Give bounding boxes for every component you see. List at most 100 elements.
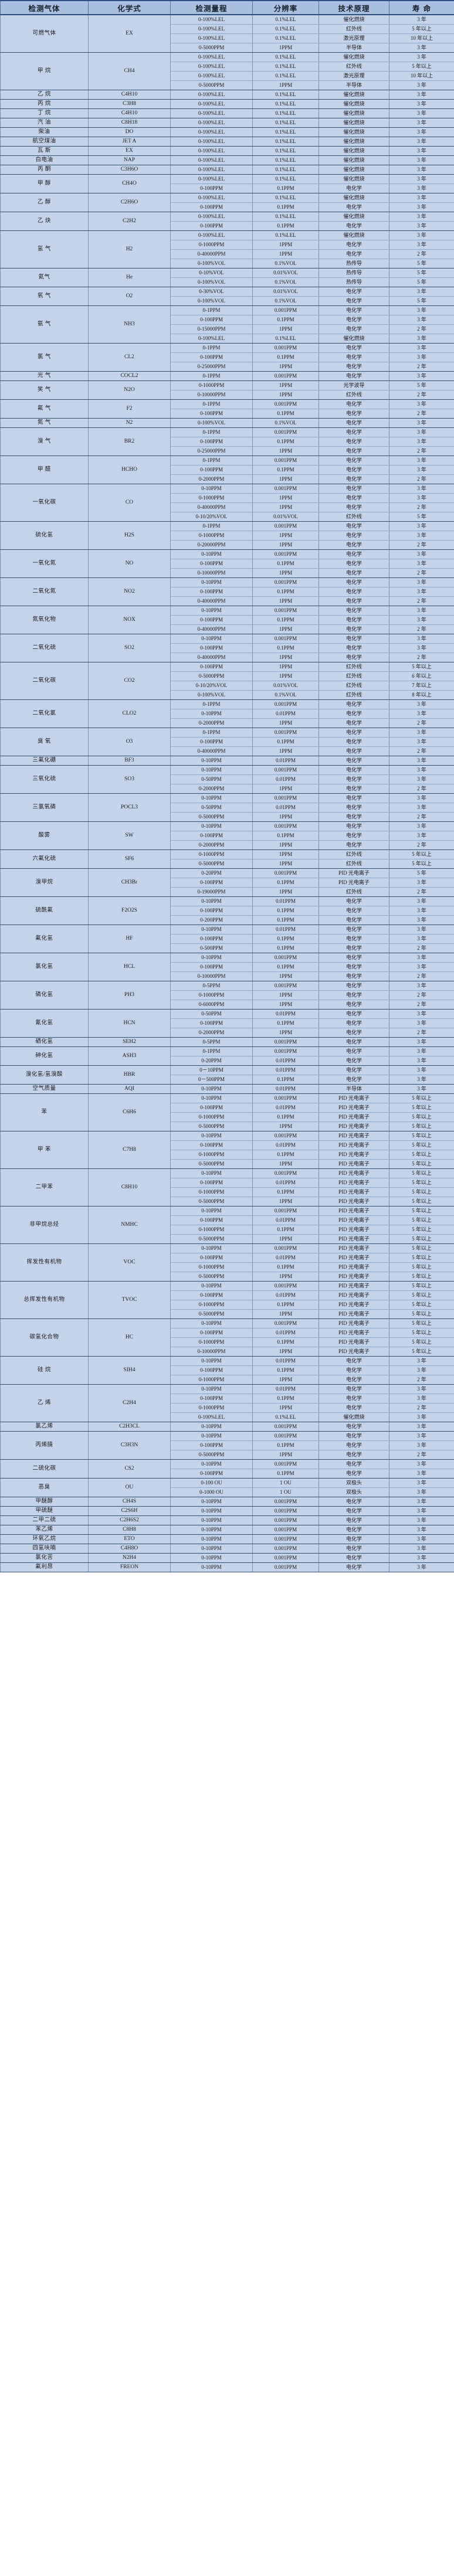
resolution-cell: 0.1%LEL [252, 33, 319, 43]
header-technology: 技术原理 [319, 0, 389, 15]
resolution-cell: 0.001PPM [252, 868, 319, 878]
gas-name-cell: 白电油 [0, 155, 89, 165]
chemical-formula-cell: C2H2 [88, 212, 171, 231]
lifetime-cell: 3 年 [389, 315, 454, 325]
technology-cell: 电化学 [319, 502, 389, 512]
table-row: 0-1000PPM 0.1PPM PID 光电离子 5 年以上 [1, 1300, 454, 1310]
lifetime-cell: 3 年 [389, 43, 454, 53]
lifetime-cell: 5 年以上 [389, 1347, 454, 1357]
table-row: 氟利昂 FREON 0-10PPM 0.001PPM 电化学 3 年 [0, 1562, 454, 1572]
resolution-cell: 0.001PPM [252, 1243, 319, 1253]
table-row: 0-1000PPM 1PPM 电化学 2 年 [1, 1375, 454, 1385]
technology-cell: 电化学 [319, 943, 389, 953]
range-cell: 0-100PPM [170, 202, 253, 212]
lifetime-cell: 5 年 [389, 868, 454, 878]
chemical-formula-cell: SO3 [88, 765, 171, 794]
range-cell: 0-10PPM [170, 1168, 253, 1178]
technology-cell: PID 光电离子 [319, 1140, 389, 1150]
technology-cell: 半导体 [319, 1084, 389, 1094]
technology-cell: PID 光电离子 [319, 878, 389, 888]
gas-name-cell: 硫化氢 [0, 521, 89, 550]
resolution-cell: 1PPM [252, 240, 319, 250]
range-cell: 0-100%LEL [170, 118, 253, 128]
lifetime-cell: 8 年以上 [389, 690, 454, 700]
resolution-cell: 0.1%LEL [252, 230, 319, 240]
range-cell: 0-1000PPM [170, 1150, 253, 1160]
chemical-formula-cell: C4H10 [88, 108, 171, 118]
technology-cell: 电化学 [319, 456, 389, 465]
resolution-cell: 1PPM [252, 784, 319, 794]
technology-cell: PID 光电离子 [319, 868, 389, 878]
technology-cell: 电化学 [319, 296, 389, 306]
technology-cell: 电化学 [319, 446, 389, 456]
chemical-formula-cell: BR2 [88, 427, 171, 456]
gas-name-cell: 氮 气 [0, 418, 89, 428]
gas-detection-table: 检测气体 化学式 检测量程 分辨率 技术原理 寿 命 可燃气体 EX 0-100%L… [0, 0, 454, 1572]
lifetime-cell: 6 年以上 [389, 671, 454, 681]
table-row: 笑 气 N2O 0-1000PPM 1PPM 光学波导 5 年 [0, 380, 454, 400]
range-cell: 0-10000PPM [170, 390, 253, 400]
technology-cell: 电化学 [319, 1440, 389, 1450]
technology-cell: 催化燃烧 [319, 118, 389, 128]
range-cell: 0-1PPM [170, 399, 253, 409]
technology-cell: PID 光电离子 [319, 1318, 389, 1328]
gas-name-cell: 瓦 斯 [0, 146, 89, 156]
lifetime-cell: 3 年 [389, 521, 454, 531]
resolution-cell: 0.1%LEL [252, 137, 319, 147]
chemical-formula-cell: BF3 [88, 756, 171, 766]
range-cell: 0-15000PPM [170, 324, 253, 334]
range-cell: 0-25000PPM [170, 362, 253, 372]
technology-cell: PID 光电离子 [319, 1206, 389, 1216]
lifetime-cell: 3 年 [389, 906, 454, 916]
range-cell: 0-100%LEL [170, 155, 253, 165]
technology-cell: 电化学 [319, 803, 389, 813]
range-cell: 0-100%LEL [170, 71, 253, 81]
resolution-cell: 0.001PPM [252, 427, 319, 437]
table-row: 0-100%LEL 0.1%LEL 激光原理 10 年以上 [1, 33, 454, 43]
resolution-cell: 0.001PPM [252, 1506, 319, 1516]
technology-cell: 红外线 [319, 671, 389, 681]
lifetime-cell: 3 年 [389, 240, 454, 250]
gas-name-cell: 丙 酮 [0, 165, 89, 175]
range-cell: 0-10%VOL [170, 268, 253, 278]
resolution-cell: 1PPM [252, 1347, 319, 1357]
lifetime-cell: 5 年 [389, 296, 454, 306]
resolution-cell: 0.1%LEL [252, 71, 319, 81]
lifetime-cell: 3 年 [389, 202, 454, 212]
range-cell: 0-100PPM [170, 1328, 253, 1338]
table-row: 三氟化硼 BF3 0-10PPM 0.01PPM 电化学 3 年 [0, 756, 454, 766]
gas-name-cell: 氰化氢 [0, 1009, 89, 1038]
chemical-formula-cell: CH4S [88, 1497, 171, 1507]
technology-cell: 电化学 [319, 981, 389, 991]
table-row: 氨 气 NH3 0-1PPM 0.001PPM 电化学 3 年 [0, 305, 454, 344]
table-row: 0-100PPM 0.1PPM PID 光电离子 3 年 [1, 878, 454, 888]
technology-cell: PID 光电离子 [319, 1093, 389, 1103]
lifetime-cell: 5 年以上 [389, 1206, 454, 1216]
technology-cell: PID 光电离子 [319, 1131, 389, 1141]
technology-cell: 催化燃烧 [319, 193, 389, 203]
resolution-cell: 0.001PPM [252, 1318, 319, 1328]
resolution-cell: 0.1%LEL [252, 14, 319, 25]
technology-cell: PID 光电离子 [319, 1272, 389, 1282]
lifetime-cell: 3 年 [389, 634, 454, 644]
table-row: 氯 气 CL2 0-1PPM 0.001PPM 电化学 3 年 [0, 343, 454, 372]
resolution-cell: 0.01PPM [252, 896, 319, 906]
chemical-formula-cell: POCL3 [88, 793, 171, 822]
gas-name-cell: 氧 气 [0, 287, 89, 306]
lifetime-cell: 5 年以上 [389, 1140, 454, 1150]
range-cell: 0-1000PPM [170, 380, 253, 390]
table-row: 乙 烯 C2H4 0-10PPM 0.01PPM 电化学 3 年 [0, 1384, 454, 1422]
range-cell: 0-10PPM [170, 634, 253, 644]
header-lifetime: 寿 命 [389, 0, 454, 15]
range-cell: 0-1PPM [170, 699, 253, 709]
technology-cell: 电化学 [319, 549, 389, 559]
resolution-cell: 0.01PPM [252, 774, 319, 784]
table-row: 总挥发性有机物 TVOC 0-10PPM 0.001PPM PID 光电离子 5 年以上 [0, 1281, 454, 1319]
range-cell: 0-100PPM [170, 183, 253, 193]
range-cell: 0-1PPM [170, 728, 253, 738]
table-row: 磷化氢 PH3 0-5PPM 0.001PPM 电化学 3 年 [0, 981, 454, 1010]
technology-cell: 电化学 [319, 709, 389, 719]
technology-cell: 电化学 [319, 427, 389, 437]
lifetime-cell: 3 年 [389, 399, 454, 409]
lifetime-cell: 5 年以上 [389, 1197, 454, 1207]
